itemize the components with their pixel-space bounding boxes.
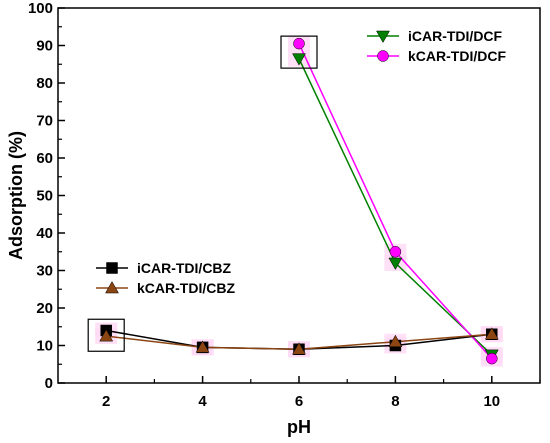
x-tick-label: 2 bbox=[102, 393, 110, 410]
y-axis-title: Adsorption (%) bbox=[6, 131, 26, 260]
series-line-icar-tdi-dcf bbox=[298, 58, 493, 356]
y-tick-label: 30 bbox=[36, 263, 53, 280]
x-tick-label: 10 bbox=[483, 393, 500, 410]
legend-label: kCAR-TDI/CBZ bbox=[137, 280, 235, 296]
series-line-kcar-tdi-dcf bbox=[298, 43, 493, 360]
legend-label: kCAR-TDI/DCF bbox=[408, 48, 506, 64]
y-tick-label: 10 bbox=[36, 338, 53, 355]
data-point-kcar-tdi-dcf bbox=[293, 37, 305, 50]
data-point-kcar-tdi-cbz bbox=[195, 340, 210, 353]
y-tick-label: 40 bbox=[36, 225, 53, 242]
axis-ticks bbox=[58, 7, 541, 384]
data-point-kcar-tdi-cbz bbox=[484, 327, 499, 340]
y-tick-label: 20 bbox=[36, 300, 53, 317]
y-tick-label: 60 bbox=[36, 150, 53, 167]
data-point-icar-tdi-dcf bbox=[388, 257, 403, 271]
data-point-kcar-tdi-cbz bbox=[292, 342, 306, 355]
marker-glow-layer bbox=[95, 35, 503, 367]
legend-marker bbox=[376, 30, 390, 44]
x-tick-label: 8 bbox=[391, 393, 399, 410]
x-axis-title: pH bbox=[287, 417, 311, 437]
y-tick-label: 90 bbox=[36, 38, 53, 55]
y-tick-label: 0 bbox=[45, 375, 53, 392]
legend-label: iCAR-TDI/CBZ bbox=[137, 260, 232, 276]
legend-marker bbox=[106, 262, 118, 274]
highlight-box bbox=[87, 318, 125, 352]
legend-marker bbox=[377, 50, 389, 62]
y-tick-label: 100 bbox=[28, 0, 53, 17]
legend-marker bbox=[105, 280, 119, 294]
data-point-icar-tdi-dcf bbox=[292, 53, 306, 66]
x-tick-label: 4 bbox=[198, 393, 207, 410]
data-point-kcar-tdi-cbz bbox=[388, 334, 403, 347]
series-lines bbox=[106, 43, 493, 360]
y-tick-label: 50 bbox=[36, 188, 53, 205]
data-point-kcar-tdi-dcf bbox=[389, 246, 402, 258]
data-point-kcar-tdi-dcf bbox=[486, 352, 498, 365]
legend-label: iCAR-TDI/DCF bbox=[408, 28, 503, 44]
highlight-boxes bbox=[87, 35, 318, 352]
data-point-kcar-tdi-cbz bbox=[99, 329, 114, 342]
legends: iCAR-TDI/DCF kCAR-TDI/DCF iCAR-TDI/CBZ kCAR… bbox=[96, 28, 506, 296]
x-tick-label: 6 bbox=[295, 393, 303, 410]
highlight-box bbox=[280, 35, 318, 69]
series-markers bbox=[99, 37, 499, 365]
y-tick-label: 80 bbox=[36, 75, 53, 92]
y-tick-label: 70 bbox=[36, 113, 53, 130]
